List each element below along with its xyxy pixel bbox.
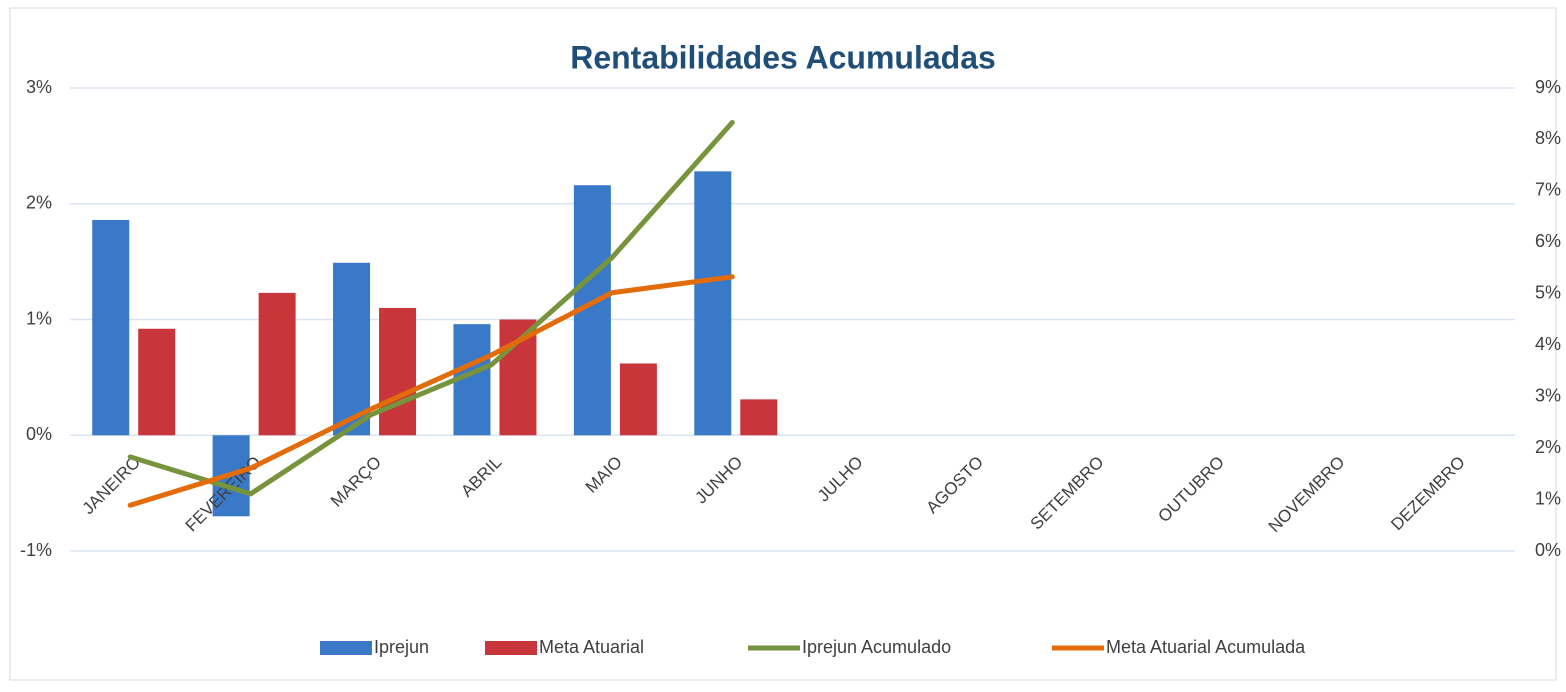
bar (619, 363, 657, 436)
line (127, 119, 735, 497)
y2-tick-label: 8% (1535, 128, 1561, 148)
bar (92, 219, 130, 436)
y2-tick-label: 3% (1535, 385, 1561, 405)
y-tick-label: 1% (26, 308, 52, 328)
y2-tick-label: 1% (1535, 488, 1561, 508)
legend-swatch (485, 641, 537, 655)
bar (258, 292, 296, 436)
legend-label: Meta Atuarial Acumulada (1106, 637, 1306, 657)
y2-tick-label: 6% (1535, 231, 1561, 251)
chart-border (9, 7, 1557, 681)
legend-swatch (320, 641, 372, 655)
y2-tick-label: 0% (1535, 540, 1561, 560)
y2-tick-label: 4% (1535, 334, 1561, 354)
bar (694, 171, 732, 436)
bar (740, 399, 778, 436)
y-tick-label: 0% (26, 424, 52, 444)
bar (138, 328, 176, 436)
legend-label: Meta Atuarial (539, 637, 644, 657)
y-tick-label: 3% (26, 77, 52, 97)
line (127, 274, 735, 508)
bar (379, 307, 417, 436)
bar (333, 262, 371, 436)
y2-tick-label: 9% (1535, 77, 1561, 97)
y2-tick-label: 7% (1535, 180, 1561, 200)
legend-label: Iprejun (374, 637, 429, 657)
y2-tick-label: 5% (1535, 283, 1561, 303)
chart-title: Rentabilidades Acumuladas (570, 39, 996, 75)
y-tick-label: 2% (26, 193, 52, 213)
y2-tick-label: 2% (1535, 437, 1561, 457)
y-tick-label: -1% (20, 540, 52, 560)
legend-label: Iprejun Acumulado (802, 637, 951, 657)
